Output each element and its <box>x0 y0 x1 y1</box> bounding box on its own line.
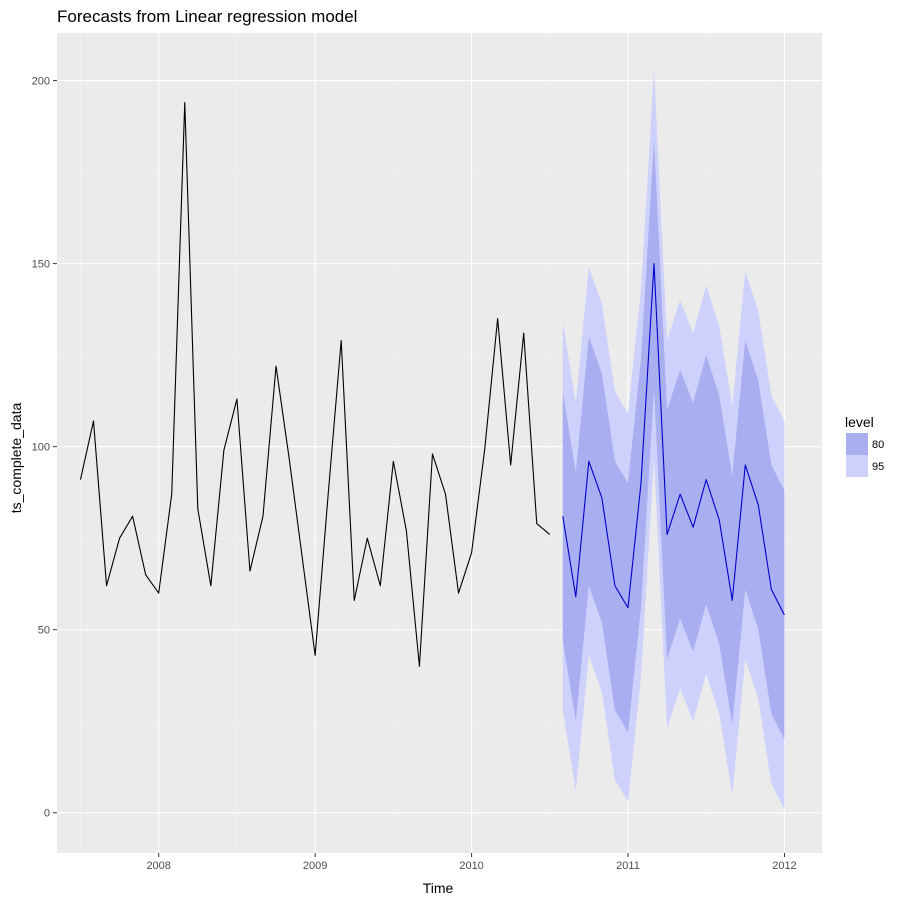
x-tick-label: 2011 <box>616 860 640 872</box>
forecast-mean-line <box>562 263 785 616</box>
chart-title: Forecasts from Linear regression model <box>57 7 357 26</box>
legend-key-95 <box>846 455 868 477</box>
series-lines <box>79 102 785 667</box>
axis-tick-labels: 2008 2009 2010 2011 2012 0 50 100 150 200 <box>32 76 797 872</box>
legend-title: level <box>845 414 874 430</box>
prediction-bands <box>562 69 785 810</box>
y-tick-label: 100 <box>32 442 50 454</box>
axis-ticks <box>53 80 785 857</box>
x-tick-label: 2009 <box>303 860 327 872</box>
y-tick-label: 150 <box>32 259 50 271</box>
band-80 <box>562 139 785 740</box>
legend: level 80 95 <box>845 414 884 477</box>
x-tick-label: 2010 <box>459 860 483 872</box>
x-tick-label: 2012 <box>772 860 796 872</box>
y-tick-label: 0 <box>44 808 50 820</box>
y-tick-label: 200 <box>32 76 50 88</box>
y-tick-label: 50 <box>38 625 50 637</box>
history-line <box>79 102 551 667</box>
legend-label-95: 95 <box>872 461 884 473</box>
y-axis-title: ts_complete_data <box>8 403 24 514</box>
x-axis-title: Time <box>423 880 454 896</box>
x-tick-label: 2008 <box>146 860 170 872</box>
legend-key-80 <box>846 433 868 455</box>
legend-label-80: 80 <box>872 439 884 451</box>
